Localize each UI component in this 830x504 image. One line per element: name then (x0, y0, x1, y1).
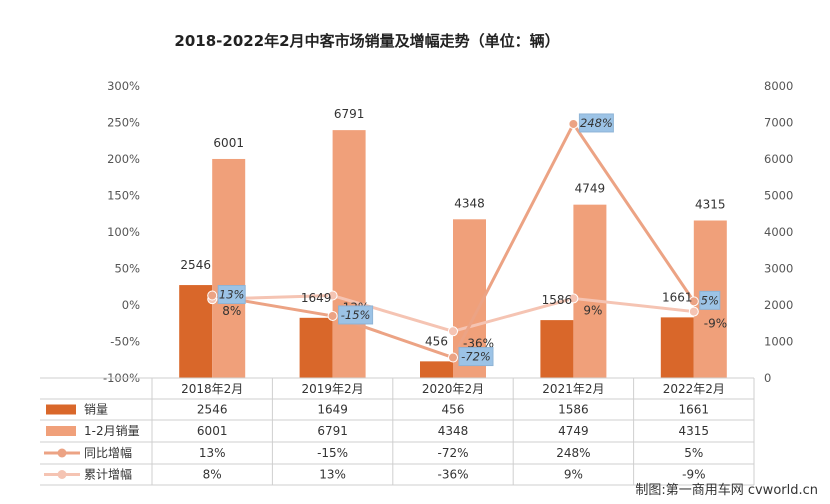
table-row-header: 累计增幅 (84, 467, 132, 482)
table-cell: 8% (203, 468, 222, 482)
x-tick-label: 2018年2月 (181, 382, 243, 396)
bar (299, 317, 333, 378)
series-marker (568, 293, 579, 304)
bar-data-label: 1649 (301, 291, 332, 305)
y-right-tick-label: 5000 (764, 189, 793, 203)
bar (332, 130, 366, 378)
series-marker (688, 296, 699, 307)
table-row-header: 1-2月销量 (84, 424, 140, 438)
table-legend-swatch (46, 426, 76, 436)
table-cell: 1661 (679, 403, 710, 417)
y-left-tick-label: 250% (107, 116, 140, 130)
line-data-label: 5% (701, 293, 719, 307)
table-legend-swatch (46, 404, 76, 415)
line-data-label-box (578, 113, 614, 133)
series-marker (568, 118, 579, 129)
chart-title: 2018-2022年2月中客市场销量及增幅走势（单位：辆） (174, 32, 559, 50)
line-data-label-box (217, 285, 246, 305)
y-right-tick-label: 3000 (764, 262, 793, 276)
bar (179, 285, 213, 378)
line-data-label: 8% (222, 304, 241, 318)
line-data-label: -9% (704, 317, 727, 331)
table-row-header: 销量 (84, 403, 108, 417)
y-right-tick-label: 0 (764, 371, 771, 385)
y-left-tick-label: 300% (107, 79, 140, 93)
line-data-label: 13% (219, 288, 245, 302)
series-marker (327, 290, 338, 301)
y-left-tick-label: -50% (110, 335, 140, 349)
x-tick-label: 2020年2月 (422, 382, 484, 396)
line-data-label: -15% (341, 308, 371, 322)
series-marker (688, 306, 699, 317)
table-cell: -15% (317, 446, 348, 460)
table-cell: -36% (437, 468, 468, 482)
y-left-tick-label: 100% (107, 225, 140, 239)
table-cell: 456 (442, 403, 465, 417)
table-cell: 4348 (438, 424, 469, 438)
table-cell: 6001 (197, 424, 228, 438)
table-cell: 1649 (317, 403, 348, 417)
table-cell: 6791 (317, 424, 348, 438)
x-tick-label: 2019年2月 (302, 382, 364, 396)
y-right-tick-label: 2000 (764, 298, 793, 312)
table-cell: 13% (199, 446, 226, 460)
y-left-tick-label: 50% (114, 262, 140, 276)
y-right-tick-label: 7000 (764, 116, 793, 130)
bar-data-label: 1586 (542, 293, 573, 307)
series-marker (327, 310, 338, 321)
bar (540, 320, 574, 378)
bars (179, 130, 727, 378)
bar-data-label: 6001 (213, 136, 244, 150)
x-tick-label: 2022年2月 (663, 382, 725, 396)
bar (573, 204, 607, 378)
bar-data-label: 2546 (180, 258, 211, 272)
y-left-tick-label: 200% (107, 152, 140, 166)
series-marker (207, 290, 218, 301)
watermark: 制图:第一商用车网 cvworld.cn (635, 482, 818, 498)
table-cell: 5% (684, 446, 703, 460)
table-legend-marker (57, 470, 67, 479)
table-cell: 13% (319, 468, 346, 482)
data-table: 销量 2546 1649 456 1586 1661 1-2月销量 6001 6791 4348 4… (40, 377, 755, 486)
table-row-header: 同比增幅 (84, 445, 132, 460)
bar (660, 317, 694, 378)
line-data-label-box (458, 347, 494, 367)
y-right-tick-label: 4000 (764, 225, 793, 239)
bar-data-label: 1661 (662, 290, 693, 304)
bar-data-label: 4749 (575, 182, 606, 196)
bar-data-label: 456 (425, 334, 448, 348)
bar-data-label: 4348 (454, 196, 485, 210)
line-data-label: 248% (580, 116, 613, 130)
table-cell: 4749 (558, 424, 589, 438)
line-data-label-box (338, 305, 374, 325)
line-data-label: -36% (463, 336, 494, 350)
x-tick-label: 2021年2月 (542, 382, 604, 396)
lines (207, 118, 699, 363)
bar-data-label: 4315 (695, 198, 726, 212)
series-marker (448, 326, 458, 337)
line-data-label: -72% (461, 350, 491, 364)
bar (420, 361, 453, 378)
y-right-tick-label: 1000 (764, 335, 793, 349)
table-cell: 4315 (679, 424, 710, 438)
table-cell: 9% (564, 468, 583, 482)
y-right-tick-label: 8000 (764, 79, 793, 93)
table-cell: -9% (682, 468, 705, 482)
line-data-label: 9% (583, 303, 602, 317)
table-cell: 2546 (197, 403, 228, 417)
y-left-tick-label: 150% (107, 189, 140, 203)
table-cell: -72% (437, 446, 468, 460)
table-cell: 248% (556, 446, 590, 460)
bar (212, 158, 246, 378)
bar-data-label: 6791 (334, 107, 365, 121)
y-right-tick-label: 6000 (764, 152, 793, 166)
table-cell: 1586 (558, 403, 589, 417)
series-marker (448, 352, 458, 363)
y-left-tick-label: 0% (122, 298, 140, 312)
line-data-label-box (699, 290, 721, 310)
data-labels: 6001 6791 4348 4749 4315 2546 1649 456 1586 1661 8… (180, 107, 727, 367)
table-legend-marker (57, 448, 67, 458)
